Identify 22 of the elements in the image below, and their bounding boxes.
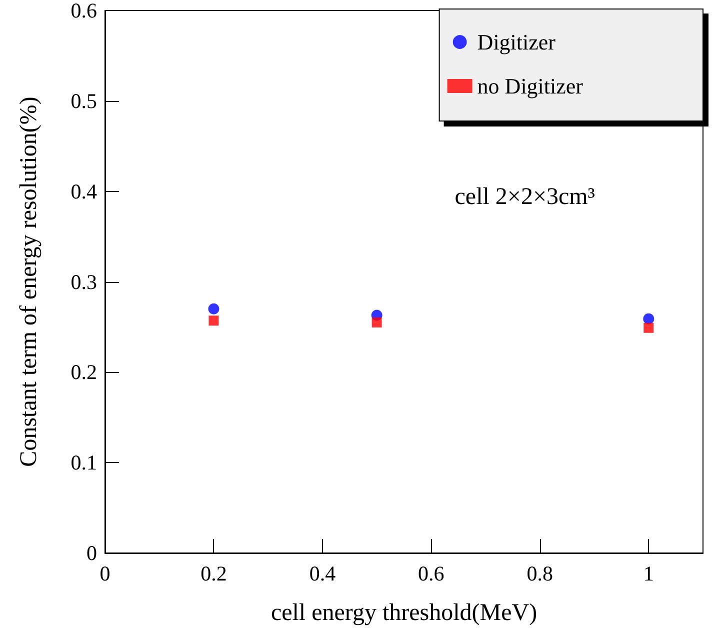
y-tick-label: 0.4 xyxy=(70,179,98,204)
x-tick-label: 0.4 xyxy=(309,562,336,586)
y-axis-title: Constant term of energy resolution(%) xyxy=(16,96,42,467)
y-tick-label: 0.5 xyxy=(70,88,97,113)
x-axis-title: cell energy threshold(MeV) xyxy=(270,600,538,626)
point xyxy=(208,316,219,326)
point xyxy=(643,313,654,324)
x-tick-label: 0.8 xyxy=(526,562,554,586)
x-tick-label: 1 xyxy=(643,562,654,586)
legend-label: Digitizer xyxy=(477,30,556,54)
point xyxy=(208,303,220,314)
x-tick-label: 0.2 xyxy=(200,562,227,586)
y-tick-label: 0.6 xyxy=(70,0,97,22)
point xyxy=(372,317,382,328)
y-tick-label: 0.1 xyxy=(70,450,97,475)
y-tick-label: 0 xyxy=(86,541,97,565)
point xyxy=(644,322,654,333)
annotation: cell 2×2×3cm³ xyxy=(454,184,596,210)
legend-label: no Digitizer xyxy=(477,74,584,98)
y-tick-label: 0.2 xyxy=(70,360,97,384)
y-tick-label: 0.3 xyxy=(70,270,97,294)
x-tick-label: 0.6 xyxy=(418,562,444,586)
